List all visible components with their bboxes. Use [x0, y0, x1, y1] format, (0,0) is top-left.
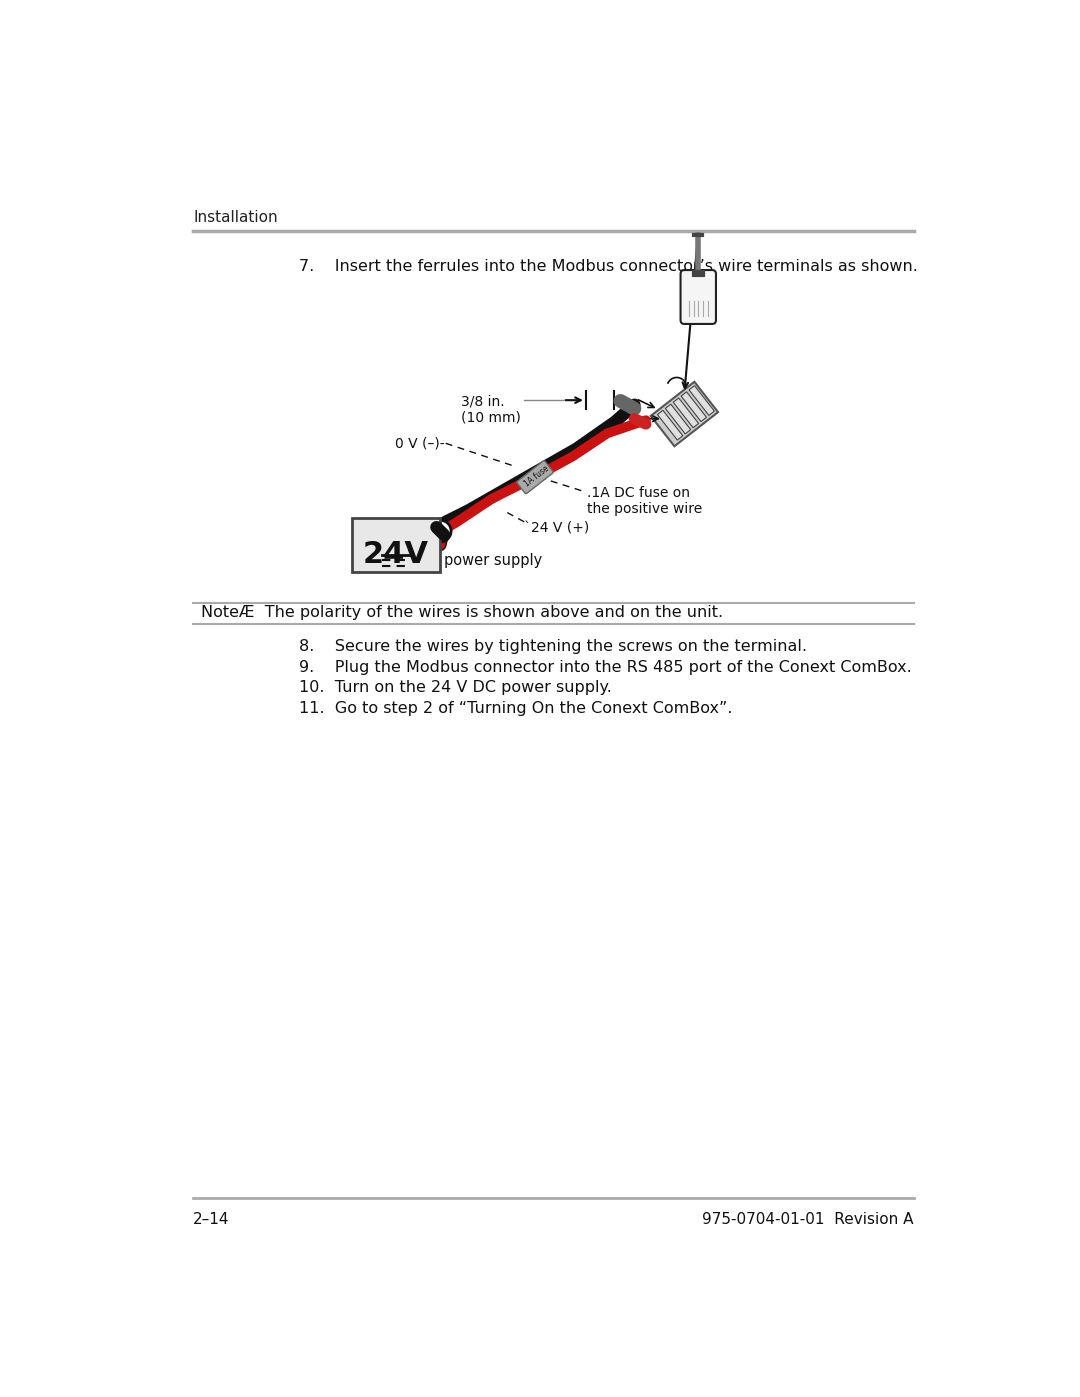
Text: 975-0704-01-01  Revision A: 975-0704-01-01 Revision A — [702, 1211, 914, 1227]
Bar — [681, 391, 706, 422]
Text: 0 V (–)-: 0 V (–)- — [394, 436, 444, 450]
Text: 11.  Go to step 2 of “Turning On the Conext ComBox”.: 11. Go to step 2 of “Turning On the Cone… — [299, 701, 733, 717]
Text: 2–14: 2–14 — [193, 1211, 230, 1227]
Circle shape — [430, 520, 451, 542]
Text: 24V: 24V — [363, 539, 429, 569]
Text: 8.    Secure the wires by tightening the screws on the terminal.: 8. Secure the wires by tightening the sc… — [299, 638, 808, 654]
Text: 1A fuse: 1A fuse — [523, 464, 551, 489]
FancyBboxPatch shape — [680, 270, 716, 324]
Bar — [658, 411, 683, 440]
Text: .1A DC fuse on
the positive wire: .1A DC fuse on the positive wire — [586, 486, 702, 515]
Bar — [352, 518, 441, 571]
FancyBboxPatch shape — [517, 461, 553, 493]
FancyBboxPatch shape — [651, 381, 718, 446]
Text: `24 V (+): `24 V (+) — [524, 522, 590, 536]
Text: NoteÆ  The polarity of the wires is shown above and on the unit.: NoteÆ The polarity of the wires is shown… — [201, 605, 723, 620]
Text: Installation: Installation — [193, 211, 278, 225]
Bar — [665, 404, 691, 434]
Text: 10.  Turn on the 24 V DC power supply.: 10. Turn on the 24 V DC power supply. — [299, 680, 612, 696]
Text: power supply: power supply — [444, 553, 542, 569]
Text: 9.    Plug the Modbus connector into the RS 485 port of the Conext ComBox.: 9. Plug the Modbus connector into the RS… — [299, 659, 913, 675]
Bar — [673, 398, 699, 427]
Text: 7.    Insert the ferrules into the Modbus connector’s wire terminals as shown.: 7. Insert the ferrules into the Modbus c… — [299, 258, 918, 274]
Text: 3/8 in.
(10 mm): 3/8 in. (10 mm) — [460, 394, 521, 425]
Bar — [689, 386, 714, 415]
